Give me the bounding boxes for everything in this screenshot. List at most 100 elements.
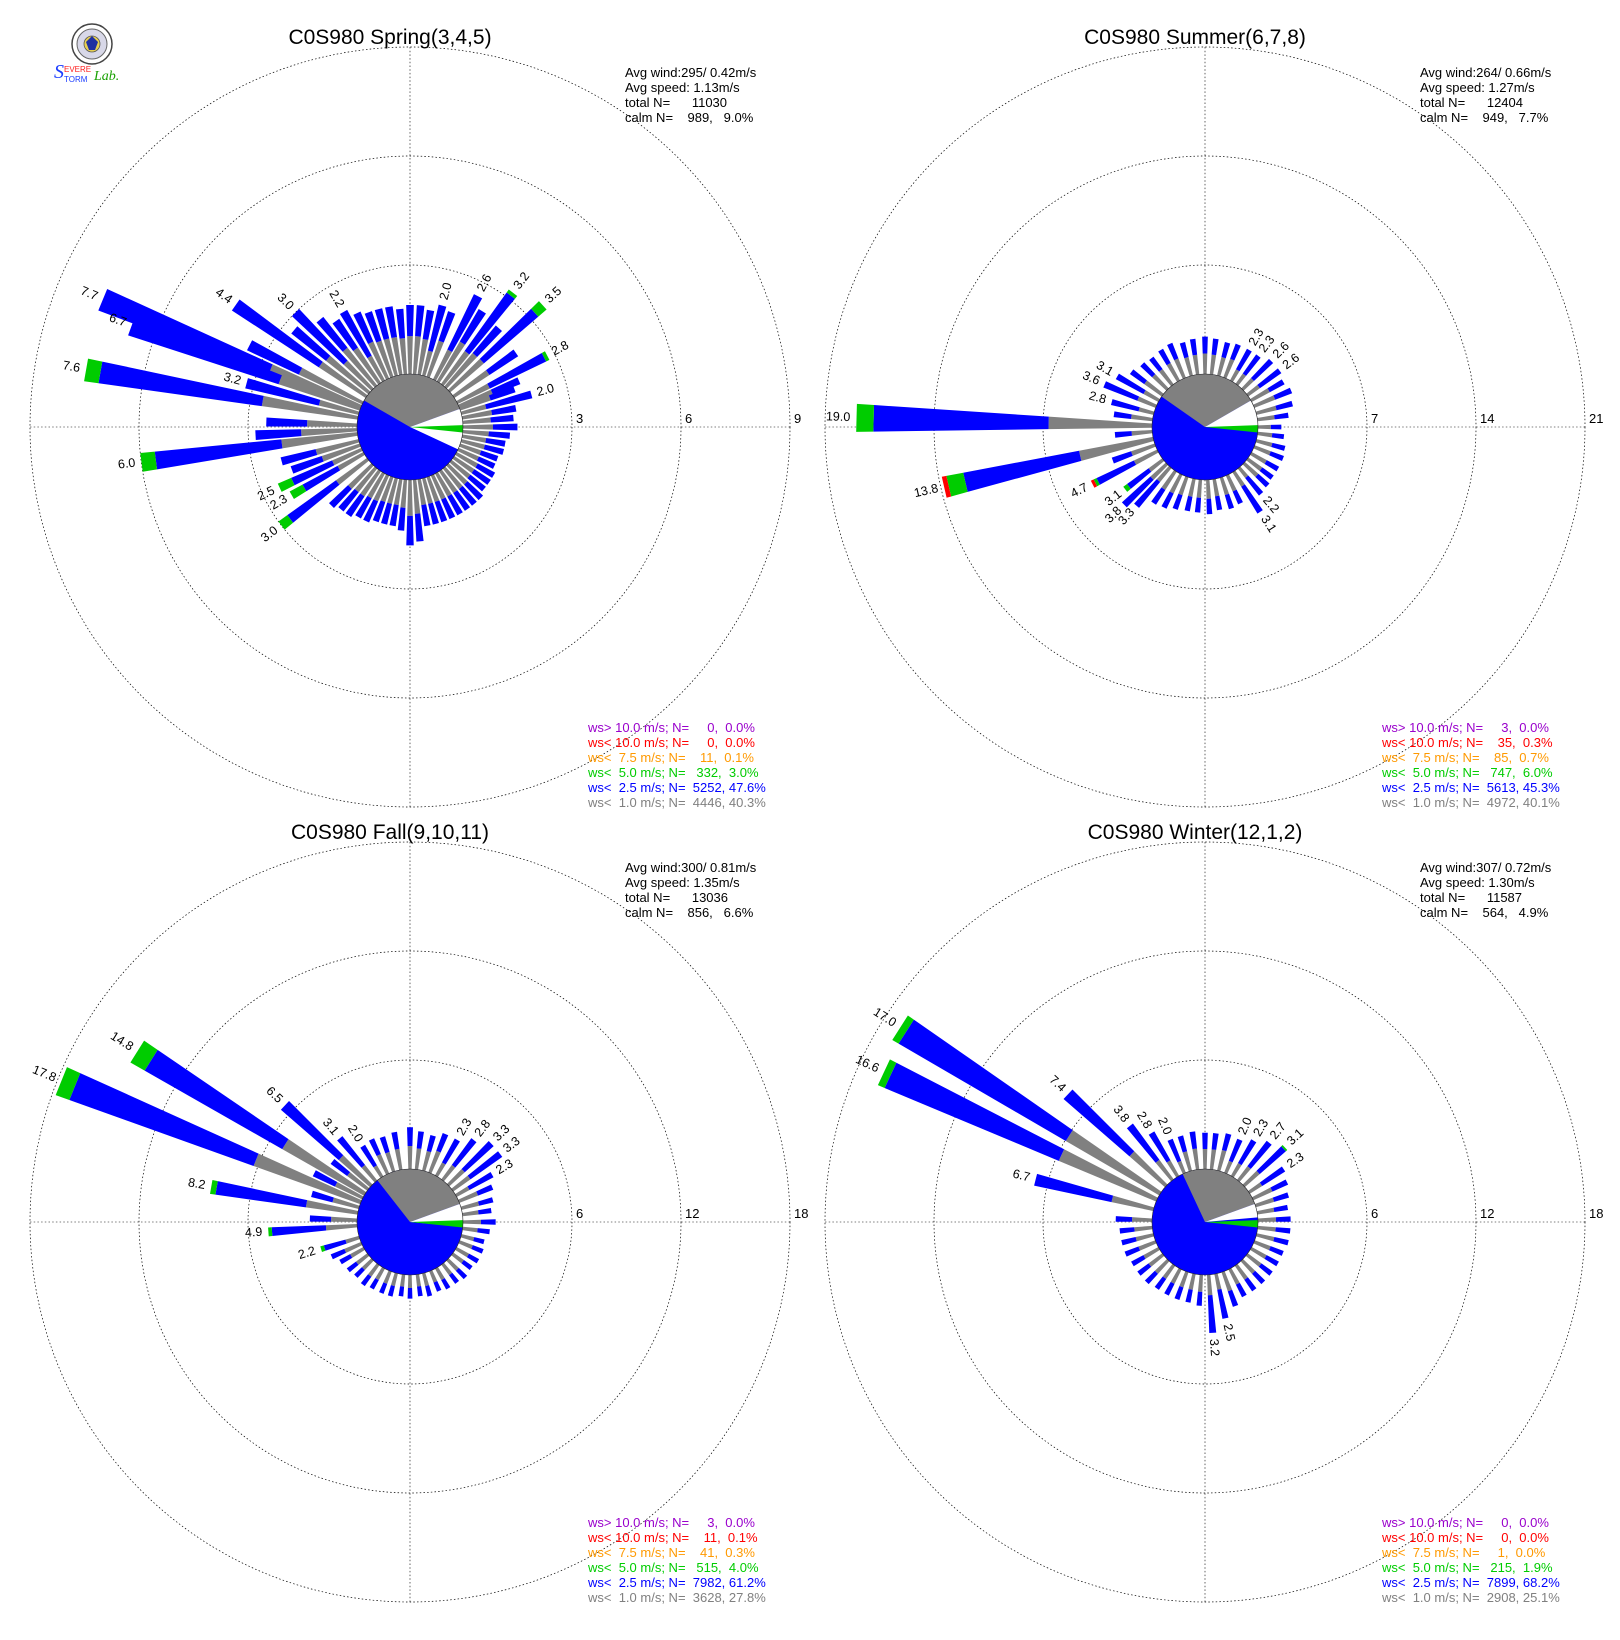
ring-label: 6 [685,411,692,426]
petal-blue [416,1131,424,1149]
petal-blue [1270,1179,1289,1192]
calm-sector-white [1205,400,1258,427]
petal-blue [1184,495,1193,512]
petal-blue [1258,1263,1273,1276]
petal-gray [278,375,361,411]
petal-gray [368,1263,380,1277]
petal-gray [412,479,421,514]
petal-blue [395,308,406,339]
petal-gray [455,1186,470,1197]
petal-gray [407,1146,413,1170]
petal-blue [1124,1246,1141,1257]
petal-green [289,484,307,499]
petal-blue [231,299,323,368]
petal-blue [379,1282,388,1294]
petal-gray [417,338,429,376]
petal-gray [441,1262,453,1276]
petal-gray [452,370,490,398]
calm-sector-gray [377,1169,460,1222]
petal-blue [345,493,365,517]
petal-gray [430,474,446,500]
petal-gray [1230,369,1240,382]
petal-gray [1137,396,1157,408]
petal-gray [458,389,493,408]
petal-gray [1148,1253,1165,1267]
petal-blue [389,504,399,527]
petal-label: 2.5 [1221,1323,1238,1343]
petal-blue [266,417,308,427]
petal-label: 8.2 [187,1175,207,1192]
petal-blue [963,450,1082,492]
petal-gray [348,463,374,489]
petal-blue [1189,1131,1198,1150]
petal-blue [1252,1270,1266,1285]
petal-gray [1253,395,1276,408]
calm-sector-gray [1161,374,1251,427]
petal-gray [1235,373,1247,386]
petal-gray [355,1253,370,1265]
petal-gray [435,472,452,497]
petal-label: 6.7 [107,310,128,329]
petal-blue [287,480,340,523]
petal-gray [435,1162,446,1177]
petal-gray [1212,478,1220,497]
petal-gray [1156,465,1172,483]
petal-blue [441,497,456,520]
petal-gray [1197,1274,1203,1292]
petal-blue [422,309,435,340]
petal-label: 3.2 [511,269,533,291]
petal-gray [332,447,363,466]
petal-blue [428,502,439,525]
petal-blue [476,456,496,469]
petal-gray [436,341,466,383]
petal-gray [376,1154,390,1175]
petal-gray [400,1274,406,1287]
petal-gray [1131,414,1153,422]
petal-gray [1250,452,1267,464]
petal-label: 16.6 [853,1052,881,1075]
legend-entry: ws< 1.0 m/s; N= 2908, 25.1% [1381,1590,1560,1605]
petal-gray [343,360,374,391]
petal-gray [1257,415,1275,422]
petal-label: 7.4 [1047,1073,1069,1095]
petal-label: 4.9 [244,1225,262,1240]
petal-gray [460,404,487,415]
petal-blue [391,1131,400,1150]
stats-line: calm N= 949, 7.7% [1420,110,1549,125]
petal-blue [421,504,431,527]
petal-blue [1121,1237,1137,1246]
petal-gray [1058,1149,1158,1202]
petal-gray [1192,354,1200,375]
petal-gray [360,469,381,497]
petal-gray [344,1242,363,1253]
petal-blue [451,1138,477,1168]
petal-gray [1144,380,1164,397]
legend-entry: ws> 10.0 m/s; N= 3, 0.0% [587,1515,755,1530]
petal-blue [1255,473,1270,488]
petal-blue [488,431,511,439]
petal-blue [483,444,505,455]
petal-gray [261,395,359,420]
petal-label: 3.6 [1081,368,1103,388]
petal-gray [462,429,489,437]
calm-sector-gray [364,373,460,427]
petal-blue [458,485,477,506]
petal-blue [397,507,406,531]
petal-gray [1257,424,1271,430]
legend-entry: ws< 5.0 m/s; N= 215, 1.9% [1381,1560,1553,1575]
petal-label: 2.0 [1155,1115,1175,1137]
petal-blue [1241,484,1263,514]
ring-label: 3 [576,411,583,426]
petal-blue [323,1239,347,1251]
petal-blue [1185,1288,1193,1303]
petal-gray [325,355,371,395]
petal-gray [458,1240,473,1250]
petal-gray [439,469,458,494]
petal-label: 13.8 [913,481,940,500]
petal-gray [354,466,378,493]
petal-gray [400,479,408,508]
calm-outline [1151,373,1259,481]
petal-gray [1228,1267,1240,1285]
petal-label: 2.8 [472,1117,494,1139]
petal-gray [459,395,491,411]
